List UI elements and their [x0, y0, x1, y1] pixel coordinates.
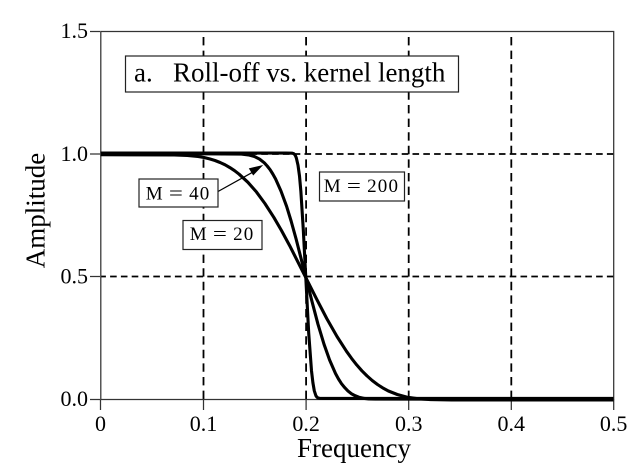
svg-text:a. Roll-off vs. kernel lengt: a. Roll-off vs. kernel length: [134, 58, 446, 88]
svg-text:1.5: 1.5: [61, 18, 89, 43]
svg-text:0.5: 0.5: [600, 411, 628, 436]
svg-text:0.4: 0.4: [498, 411, 526, 436]
svg-text:Amplitude: Amplitude: [21, 153, 51, 269]
svg-text:0.2: 0.2: [292, 411, 320, 436]
svg-text:M=20: M = 20: [190, 224, 255, 245]
svg-text:0.5: 0.5: [61, 264, 89, 289]
svg-text:M=40: M = 40: [146, 184, 211, 205]
svg-text:0.3: 0.3: [395, 411, 423, 436]
svg-text:0.1: 0.1: [190, 411, 218, 436]
svg-text:1.0: 1.0: [61, 141, 89, 166]
svg-text:0.0: 0.0: [61, 386, 89, 411]
svg-text:0: 0: [95, 411, 106, 436]
svg-text:Frequency: Frequency: [297, 433, 411, 463]
